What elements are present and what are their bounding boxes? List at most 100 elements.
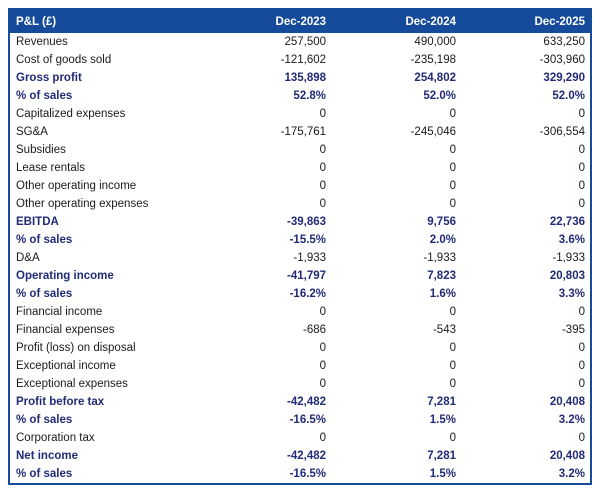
table-row: Operating income -41,797 7,823 20,803: [9, 267, 591, 285]
row-value: -16.5%: [289, 414, 327, 426]
row-value: 0: [449, 306, 456, 318]
row-label: Gross profit: [16, 72, 82, 84]
table-row: % of sales -16.5% 1.5% 3.2%: [9, 465, 591, 484]
row-label: Net income: [16, 450, 78, 462]
row-value: -1,933: [423, 252, 456, 264]
row-value: 0: [449, 198, 456, 210]
row-label: Exceptional expenses: [16, 378, 128, 390]
row-value: 254,802: [414, 72, 456, 84]
row-value: -175,761: [280, 126, 327, 138]
row-value: 20,803: [549, 270, 585, 282]
row-value: 0: [449, 108, 456, 120]
pnl-table: P&L (£) Dec-2023 Dec-2024 Dec-2025 Reven…: [8, 8, 592, 485]
row-value: -16.5%: [289, 468, 327, 480]
table-header-col-dec-2023: Dec-2023: [201, 9, 332, 33]
table-row: SG&A -175,761 -245,046 -306,554: [9, 123, 591, 141]
row-value: -42,482: [287, 396, 327, 408]
table-row: Subsidies 0 0 0: [9, 141, 591, 159]
table-header-col-dec-2025: Dec-2025: [461, 9, 591, 33]
row-value: 52.0%: [552, 90, 585, 102]
row-value: 0: [319, 432, 327, 444]
row-value: -395: [561, 324, 585, 336]
table-header-row: P&L (£) Dec-2023 Dec-2024 Dec-2025: [9, 9, 591, 33]
row-value: 490,000: [414, 36, 456, 48]
row-label: Lease rentals: [16, 162, 86, 174]
row-label: Capitalized expenses: [16, 108, 126, 120]
row-label: SG&A: [16, 126, 48, 138]
row-value: 0: [449, 360, 456, 372]
table-header-label: P&L (£): [9, 9, 202, 33]
row-value: 0: [578, 342, 585, 354]
row-value: 0: [319, 198, 327, 210]
row-value: -686: [303, 324, 327, 336]
row-label: Other operating expenses: [16, 198, 149, 210]
row-value: 0: [319, 342, 327, 354]
row-label: Subsidies: [16, 144, 66, 156]
row-value: 329,290: [543, 72, 585, 84]
table-row: % of sales -16.2% 1.6% 3.3%: [9, 285, 591, 303]
row-value: -39,863: [287, 216, 327, 228]
row-value: 0: [578, 306, 585, 318]
row-value: 0: [449, 162, 456, 174]
row-value: 0: [578, 144, 585, 156]
row-value: 3.2%: [558, 414, 585, 426]
row-value: 52.8%: [293, 90, 327, 102]
row-value: 7,823: [427, 270, 456, 282]
row-value: 633,250: [543, 36, 585, 48]
row-value: 2.0%: [429, 234, 456, 246]
table-row: Other operating expenses 0 0 0: [9, 195, 591, 213]
row-value: 7,281: [427, 396, 456, 408]
table-row: Lease rentals 0 0 0: [9, 159, 591, 177]
row-value: 0: [578, 198, 585, 210]
row-value: -41,797: [287, 270, 327, 282]
table-header-col-dec-2024: Dec-2024: [331, 9, 461, 33]
table-row: EBITDA -39,863 9,756 22,736: [9, 213, 591, 231]
table-row: % of sales -16.5% 1.5% 3.2%: [9, 411, 591, 429]
table-row: Profit (loss) on disposal 0 0 0: [9, 339, 591, 357]
row-value: -42,482: [287, 450, 327, 462]
row-label: Profit (loss) on disposal: [16, 342, 136, 354]
row-value: 1.5%: [429, 468, 456, 480]
row-value: 0: [319, 162, 327, 174]
row-value: 9,756: [427, 216, 456, 228]
table-row: Gross profit 135,898 254,802 329,290: [9, 69, 591, 87]
row-value: 1.5%: [429, 414, 456, 426]
row-value: 3.2%: [558, 468, 585, 480]
row-value: 0: [319, 180, 327, 192]
row-value: 3.3%: [558, 288, 585, 300]
row-value: -543: [432, 324, 456, 336]
row-label: Revenues: [16, 36, 68, 48]
row-value: -16.2%: [289, 288, 327, 300]
row-value: 7,281: [427, 450, 456, 462]
row-value: 0: [319, 306, 327, 318]
table-row: Cost of goods sold -121,602 -235,198 -303,9…: [9, 51, 591, 69]
row-value: 20,408: [549, 396, 585, 408]
row-value: 0: [449, 378, 456, 390]
row-value: -303,960: [539, 54, 585, 66]
row-value: 0: [449, 180, 456, 192]
row-value: 135,898: [284, 72, 327, 84]
row-value: 20,408: [549, 450, 585, 462]
row-label: Cost of goods sold: [16, 54, 112, 66]
row-value: -1,933: [552, 252, 585, 264]
table-row: Financial expenses -686 -543 -395: [9, 321, 591, 339]
row-value: 0: [319, 108, 327, 120]
row-value: -1,933: [293, 252, 327, 264]
row-value: 0: [578, 378, 585, 390]
row-value: -245,046: [410, 126, 456, 138]
row-value: -15.5%: [289, 234, 327, 246]
row-value: 0: [578, 432, 585, 444]
row-label: % of sales: [16, 468, 73, 480]
row-value: 0: [319, 144, 327, 156]
row-value: 1.6%: [429, 288, 456, 300]
table-body: Revenues 257,500 490,000 633,250 Cost of goo…: [9, 33, 591, 484]
row-label: EBITDA: [16, 216, 59, 228]
row-label: Financial expenses: [16, 324, 115, 336]
row-value: -121,602: [280, 54, 327, 66]
table-row: Revenues 257,500 490,000 633,250: [9, 33, 591, 51]
table-row: Exceptional expenses 0 0 0: [9, 375, 591, 393]
row-value: 0: [449, 342, 456, 354]
row-label: Profit before tax: [16, 396, 105, 408]
row-label: Operating income: [16, 270, 114, 282]
row-value: 0: [449, 432, 456, 444]
